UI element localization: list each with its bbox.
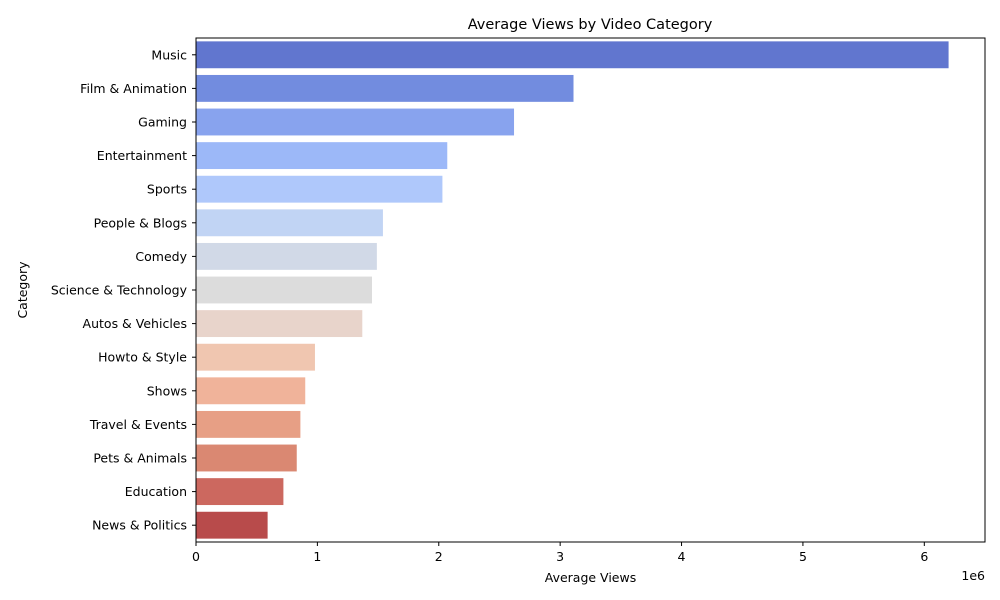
x-tick-label: 0 [192, 549, 200, 564]
bar [196, 142, 448, 170]
y-tick-label: Autos & Vehicles [83, 316, 187, 331]
bar [196, 478, 284, 506]
bar [196, 511, 268, 539]
y-tick-label: Pets & Animals [93, 451, 187, 466]
bar [196, 444, 297, 472]
y-tick-label: Howto & Style [98, 350, 187, 365]
y-tick-labels: Music Film & Animation Gaming Entertainment… [51, 47, 196, 533]
bar [196, 209, 383, 237]
bar [196, 276, 373, 304]
bar [196, 377, 306, 405]
plot-frame [195, 37, 986, 543]
x-tick-label: 2 [435, 549, 443, 564]
bar [196, 410, 301, 438]
bar [196, 310, 363, 338]
y-tick-label: Education [125, 484, 187, 499]
x-tick-label: 4 [678, 549, 686, 564]
y-axis-label: Category [15, 261, 30, 319]
x-tick-label: 1 [313, 549, 321, 564]
bar [196, 74, 574, 102]
bars-group [196, 41, 949, 539]
x-tick-labels: 0 1 2 3 4 5 6 [192, 542, 928, 564]
y-tick-label: People & Blogs [94, 215, 187, 230]
y-tick-label: Comedy [135, 249, 187, 264]
x-tick-label: 5 [799, 549, 807, 564]
chart-title: Average Views by Video Category [468, 17, 713, 33]
bar [196, 242, 377, 270]
bar [196, 108, 515, 136]
y-tick-label: Science & Technology [51, 283, 188, 298]
x-tick-label: 3 [556, 549, 564, 564]
y-tick-label: Shows [147, 383, 187, 398]
x-axis-label: Average Views [545, 570, 636, 585]
y-tick-label: Sports [147, 182, 187, 197]
bar [196, 175, 443, 203]
y-tick-label: Travel & Events [89, 417, 187, 432]
y-tick-label: Music [151, 47, 187, 62]
y-tick-label: Entertainment [97, 148, 187, 163]
x-tick-label: 6 [920, 549, 928, 564]
y-tick-label: Film & Animation [80, 81, 187, 96]
bar [196, 343, 315, 371]
y-tick-label: News & Politics [92, 518, 187, 533]
bar [196, 41, 949, 69]
y-tick-label: Gaming [138, 115, 187, 130]
x-axis-offset-label: 1e6 [961, 568, 985, 583]
